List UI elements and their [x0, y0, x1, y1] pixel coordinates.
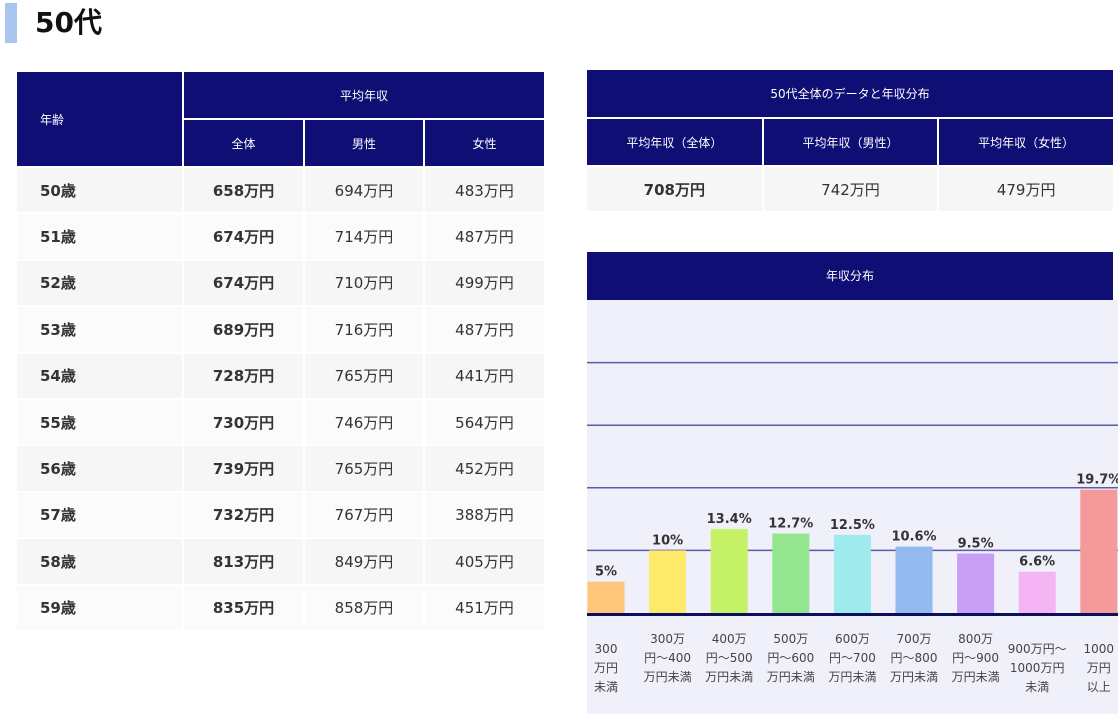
cell-all: 813万円	[182, 537, 305, 586]
cell-female: 483万円	[423, 165, 546, 215]
data-label: 10.6%	[891, 530, 936, 545]
summary-title: 50代全体のデータと年収分布	[587, 70, 1115, 119]
header-avg: 平均年収	[182, 70, 546, 120]
x-tick-label: 500万円〜600万円未満	[766, 632, 815, 684]
cell-female: 405万円	[423, 537, 546, 586]
bar	[587, 581, 625, 613]
cell-female: 388万円	[423, 490, 546, 540]
cell-all: 730万円	[182, 397, 305, 447]
cell-all: 689万円	[182, 305, 305, 354]
data-label: 9.5%	[958, 537, 994, 552]
x-tick-label: 300万円未満	[593, 642, 618, 694]
cell-age: 50歳	[17, 165, 184, 215]
data-label: 19.7%	[1076, 473, 1118, 488]
table-row: 56歳 739万円 765万円 452万円	[17, 444, 546, 493]
cell-female: 441万円	[423, 351, 546, 400]
table-row: 53歳 689万円 716万円 487万円	[17, 305, 546, 354]
x-tick-label: 600万円〜700万円未満	[828, 632, 877, 684]
summary-all: 708万円	[587, 164, 764, 214]
cell-all: 728万円	[182, 351, 305, 400]
cell-female: 487万円	[423, 212, 546, 261]
cell-male: 765万円	[303, 351, 425, 400]
cell-female: 499万円	[423, 258, 546, 308]
data-label: 6.6%	[1019, 555, 1055, 570]
summary-table: 50代全体のデータと年収分布 平均年収（全体） 平均年収（男性） 平均年収（女性…	[587, 70, 1115, 214]
cell-female: 487万円	[423, 305, 546, 354]
summary-header-female: 平均年収（女性）	[937, 118, 1115, 167]
cell-age: 58歳	[17, 537, 184, 586]
cell-all: 732万円	[182, 490, 305, 540]
cell-age: 55歳	[17, 397, 184, 447]
page-title: 50代	[5, 3, 102, 43]
bar	[1018, 571, 1056, 613]
x-tick-label: 900万円〜1000万円未満	[1007, 642, 1067, 694]
table-row: 57歳 732万円 767万円 388万円	[17, 490, 546, 540]
bar	[649, 550, 687, 613]
cell-male: 767万円	[303, 490, 425, 540]
data-label: 5%	[595, 565, 617, 580]
age-income-table: 年齢 平均年収 全体 男性 女性 50歳 658万円 694万円 483万円 51歳 67…	[17, 70, 546, 632]
cell-all: 674万円	[182, 258, 305, 308]
summary-header-male: 平均年収（男性）	[761, 118, 940, 167]
table-row: 54歳 728万円 765万円 441万円	[17, 351, 546, 400]
cell-male: 714万円	[303, 212, 425, 261]
header-all: 全体	[182, 118, 305, 168]
cell-male: 746万円	[303, 397, 425, 447]
data-label: 13.4%	[707, 512, 752, 527]
x-tick-label: 800万円〜900万円未満	[951, 632, 1000, 684]
bar	[1080, 489, 1118, 613]
cell-male: 849万円	[303, 537, 425, 586]
table-row: 51歳 674万円 714万円 487万円	[17, 212, 546, 261]
cell-age: 59歳	[17, 583, 184, 632]
cell-age: 56歳	[17, 444, 184, 493]
summary-header-all: 平均年収（全体）	[587, 118, 764, 167]
bar	[833, 534, 871, 613]
summary-female: 479万円	[937, 164, 1115, 214]
header-male: 男性	[303, 118, 425, 168]
header-age: 年齢	[17, 70, 184, 168]
x-tick-label: 700万円〜800万円未満	[889, 632, 938, 684]
cell-male: 710万円	[303, 258, 425, 308]
cell-age: 54歳	[17, 351, 184, 400]
cell-male: 858万円	[303, 583, 425, 632]
data-label: 10%	[652, 533, 683, 548]
income-distribution-chart: 5% 10% 13.4% 12.7% 12.5% 10.6% 9.5% 6.6% 19.7% 3…	[587, 300, 1118, 714]
x-tick-label: 400万円〜500万円未満	[705, 632, 754, 684]
cell-all: 674万円	[182, 212, 305, 261]
cell-male: 765万円	[303, 444, 425, 493]
cell-male: 694万円	[303, 165, 425, 215]
summary-male: 742万円	[761, 164, 940, 214]
table-row: 50歳 658万円 694万円 483万円	[17, 165, 546, 215]
bar	[895, 546, 933, 613]
x-tick-label: 1000万円以上	[1083, 642, 1115, 694]
cell-age: 52歳	[17, 258, 184, 308]
cell-male: 716万円	[303, 305, 425, 354]
table-row: 55歳 730万円 746万円 564万円	[17, 397, 546, 447]
bar	[710, 529, 748, 613]
summary-row: 708万円 742万円 479万円	[587, 164, 1115, 214]
header-female: 女性	[423, 118, 546, 168]
chart-plot: 5% 10% 13.4% 12.7% 12.5% 10.6% 9.5% 6.6% 19.7%	[587, 361, 1118, 616]
chart-title: 年収分布	[587, 252, 1113, 300]
x-tick-label: 300万円〜400万円未満	[643, 632, 692, 684]
cell-all: 835万円	[182, 583, 305, 632]
table-row: 59歳 835万円 858万円 451万円	[17, 583, 546, 632]
cell-female: 452万円	[423, 444, 546, 493]
data-label: 12.5%	[830, 518, 875, 533]
cell-age: 57歳	[17, 490, 184, 540]
bar	[772, 533, 810, 613]
data-label: 12.7%	[768, 516, 813, 531]
table-row: 58歳 813万円 849万円 405万円	[17, 537, 546, 586]
cell-all: 658万円	[182, 165, 305, 215]
cell-age: 53歳	[17, 305, 184, 354]
cell-female: 564万円	[423, 397, 546, 447]
bar	[957, 553, 995, 613]
cell-all: 739万円	[182, 444, 305, 493]
table-row: 52歳 674万円 710万円 499万円	[17, 258, 546, 308]
cell-female: 451万円	[423, 583, 546, 632]
cell-age: 51歳	[17, 212, 184, 261]
